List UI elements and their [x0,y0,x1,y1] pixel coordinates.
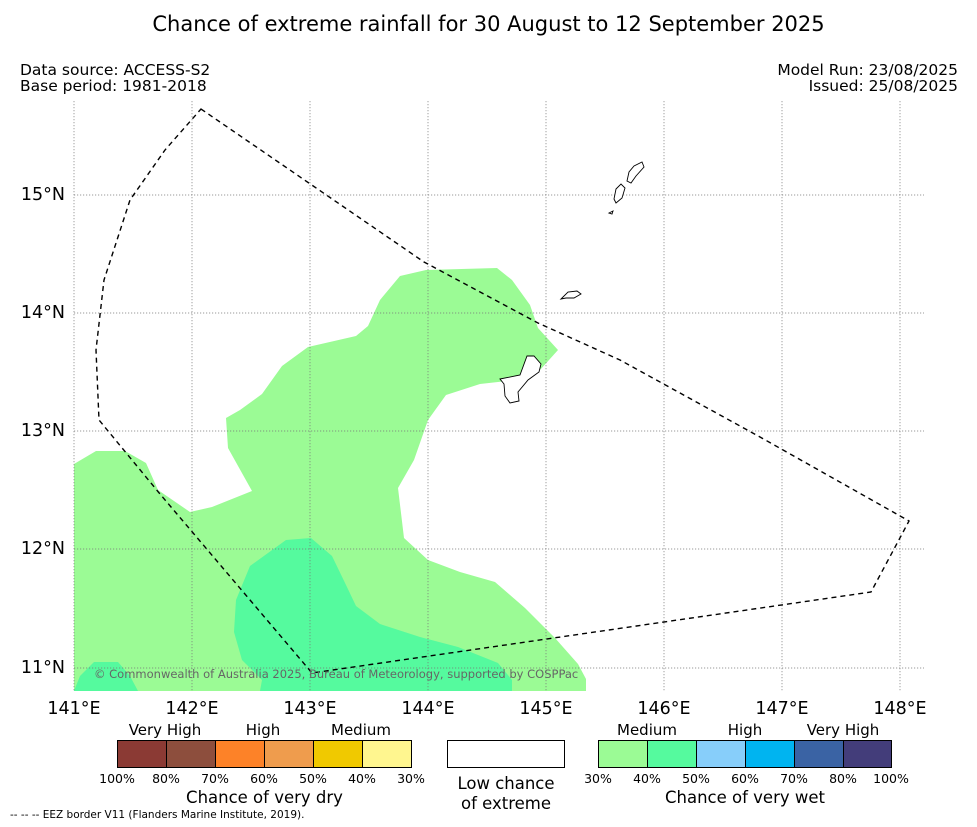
lat-tick-label: 14°N [20,303,65,323]
data-source: Data source: ACCESS-S2 [20,61,211,79]
aguijan-island [607,210,614,215]
legend-dry-tick: 60% [250,771,278,786]
legend-dry-tick: 50% [299,771,327,786]
map-title: Chance of extreme rainfall for 30 August… [152,12,825,36]
wet-40-50-region [234,538,512,691]
lon-tick-label: 147°E [755,699,809,719]
legend-wet-tick: 70% [780,771,808,786]
lon-tick-label: 146°E [637,699,691,719]
lon-tick-label: 142°E [165,699,219,719]
legend-wet-tick: 50% [682,771,710,786]
lon-tick-label: 148°E [873,699,927,719]
legend-low-caption-line2: of extreme [460,794,552,813]
legend-wet-tick: 60% [731,771,759,786]
legend-swatch-wet-60-70 [745,740,795,768]
legend-swatch-dry-70-80 [166,740,216,768]
lon-tick-label: 143°E [283,699,337,719]
eez-border [95,108,910,674]
saipan-island [626,161,645,184]
legend-swatch-dry-30-40 [362,740,412,768]
legend-swatch-dry-60-70 [215,740,265,768]
legend-wet-category: High [727,721,763,739]
legend-swatch-dry-80-100 [117,740,167,768]
legend-wet-category: Medium [617,721,677,739]
legend-dry-tick: 40% [348,771,376,786]
legend-wet-tick: 30% [584,771,612,786]
rota-island [559,290,582,300]
legend-dry-category: High [245,721,281,739]
legend-swatch-wet-70-80 [794,740,844,768]
gridlines [73,101,924,691]
islands [499,161,645,404]
wet-30-40-region [74,268,586,691]
legend-wet-tick: 80% [829,771,857,786]
legend-dry-category: Medium [331,721,391,739]
base-period: Base period: 1981-2018 [20,77,207,95]
model-run: Model Run: 23/08/2025 [777,61,958,79]
lon-tick-label: 141°E [47,699,101,719]
eez-footnote: -- -- -- EEZ border V11 (Flanders Marine… [10,809,305,821]
legend-dry-tick: 30% [397,771,425,786]
wet-40-50-region [74,662,138,691]
legend-swatch-wet-80-100 [843,740,892,768]
legend-wet-tick: 100% [873,771,909,786]
legend-swatch-wet-30-40 [598,740,648,768]
lat-tick-label: 11°N [20,658,65,678]
legend-dry-tick: 80% [152,771,180,786]
lon-tick-label: 145°E [519,699,573,719]
guam-island [499,355,542,404]
legend-dry-category: Very High [128,721,202,739]
lat-tick-label: 15°N [20,185,65,205]
copyright-note: © Commonwealth of Australia 2025, Bureau… [94,667,579,681]
legend-swatch-low [447,740,565,768]
legend-wet-category: Very High [806,721,880,739]
lat-tick-label: 12°N [20,539,65,559]
legend-low-caption-line1: Low chance [457,774,555,793]
legend-dry-caption: Chance of very dry [186,788,343,807]
legend-dry-tick: 100% [99,771,135,786]
legend-swatch-wet-40-50 [647,740,697,768]
legend-swatch-dry-50-60 [264,740,314,768]
tinian-island [613,183,626,204]
legend-swatch-dry-40-50 [313,740,363,768]
lat-tick-label: 13°N [20,421,65,441]
issued-date: Issued: 25/08/2025 [808,77,958,95]
map-panel [73,101,924,691]
legend-swatch-wet-50-60 [696,740,746,768]
legend-dry-tick: 70% [201,771,229,786]
legend-wet-caption: Chance of very wet [665,788,825,807]
lon-tick-label: 144°E [401,699,455,719]
legend-wet-tick: 40% [633,771,661,786]
